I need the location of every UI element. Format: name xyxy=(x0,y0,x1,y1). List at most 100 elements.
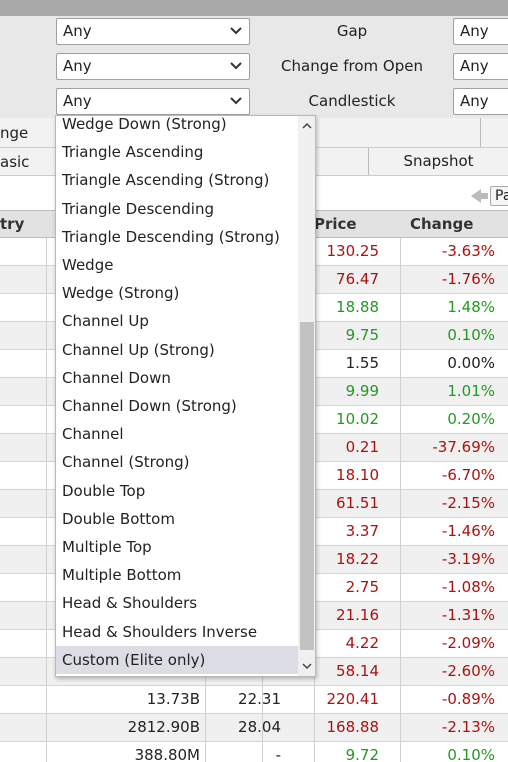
arrow-left-icon-tail xyxy=(480,193,488,199)
dropdown-options: Wedge Down (Strong) Triangle Ascending Tri… xyxy=(56,116,298,676)
column-divider xyxy=(46,266,47,293)
dropdown-scrollbar[interactable] xyxy=(298,116,315,676)
column-divider xyxy=(46,434,47,461)
dropdown-option[interactable]: Double Top xyxy=(62,481,146,500)
change-from-open-select-value: Any xyxy=(460,57,489,75)
column-divider xyxy=(205,714,206,741)
header-industry[interactable]: try xyxy=(0,215,25,233)
dropdown-option[interactable]: Channel Up (Strong) xyxy=(62,340,215,359)
cell-change: -2.13% xyxy=(441,718,495,736)
cell-change: -1.46% xyxy=(441,522,495,540)
dropdown-option[interactable]: Head & Shoulders xyxy=(62,594,198,613)
cell-change: -2.60% xyxy=(441,662,495,680)
dropdown-option[interactable]: Channel Down (Strong) xyxy=(62,397,237,415)
cell-market-cap: 2812.90B xyxy=(127,718,200,736)
cell-price: 168.88 xyxy=(326,718,380,736)
tab-basic[interactable]: asic xyxy=(0,153,30,171)
column-divider xyxy=(400,630,401,657)
scroll-up-icon[interactable] xyxy=(300,120,314,132)
dropdown-option[interactable]: Triangle Ascending xyxy=(62,143,204,162)
cell-change: -3.19% xyxy=(441,550,495,568)
column-divider xyxy=(46,602,47,629)
cell-change: 0.10% xyxy=(447,326,495,344)
cell-change: 0.00% xyxy=(447,354,495,372)
cell-pe: - xyxy=(275,746,281,762)
column-divider xyxy=(46,574,47,601)
cell-price: 58.14 xyxy=(336,662,379,680)
cell-change: -6.70% xyxy=(441,466,495,484)
table-row[interactable]: 388.80M - 9.72 0.10% xyxy=(0,742,508,762)
cell-price: 76.47 xyxy=(336,270,379,288)
tab-snapshot-label: Snapshot xyxy=(403,152,474,170)
tab-snapshot[interactable]: Snapshot xyxy=(368,148,508,175)
header-price[interactable]: Price xyxy=(314,215,357,233)
change-from-open-label: Change from Open xyxy=(281,57,423,75)
filter-select-row2[interactable]: Any xyxy=(56,53,250,80)
column-divider xyxy=(46,490,47,517)
dropdown-option[interactable]: Triangle Descending xyxy=(62,199,214,218)
column-divider xyxy=(400,462,401,489)
cell-price: 130.25 xyxy=(326,242,380,260)
header-change[interactable]: Change xyxy=(410,215,474,233)
filter-panel: Any Gap Any Any Change from Open Any Any… xyxy=(0,16,508,118)
filter-select-row3-value: Any xyxy=(63,92,92,110)
column-divider xyxy=(46,714,47,741)
dropdown-option[interactable]: Multiple Top xyxy=(62,538,152,556)
column-divider xyxy=(400,266,401,293)
column-divider xyxy=(400,518,401,545)
dropdown-option[interactable]: Channel Down xyxy=(62,368,171,387)
candlestick-label: Candlestick xyxy=(308,92,396,110)
cell-pe: 28.04 xyxy=(238,718,281,736)
dropdown-option[interactable]: Head & Shoulders Inverse xyxy=(62,622,258,641)
range-cell-divider xyxy=(480,118,481,147)
column-divider xyxy=(400,574,401,601)
cell-change: 1.01% xyxy=(447,382,495,400)
cell-price: 4.22 xyxy=(345,634,379,652)
dropdown-option[interactable]: Double Bottom xyxy=(62,509,175,528)
column-divider xyxy=(46,294,47,321)
cell-change: -1.31% xyxy=(441,606,495,624)
column-divider xyxy=(262,742,263,762)
column-divider xyxy=(400,602,401,629)
column-divider xyxy=(46,630,47,657)
arrow-left-icon[interactable] xyxy=(471,189,481,203)
dropdown-option[interactable]: Wedge xyxy=(62,256,114,274)
change-from-open-select[interactable]: Any xyxy=(453,53,508,80)
chevron-down-icon xyxy=(230,27,242,35)
cell-price: 220.41 xyxy=(326,690,380,708)
page-button[interactable]: Pa xyxy=(490,186,508,206)
column-divider xyxy=(400,434,401,461)
column-divider xyxy=(46,742,47,762)
cell-price: 3.37 xyxy=(345,522,379,540)
column-divider xyxy=(46,406,47,433)
scroll-down-icon[interactable] xyxy=(300,660,314,672)
dropdown-option[interactable]: Triangle Ascending (Strong) xyxy=(62,171,270,190)
cell-change: -0.89% xyxy=(441,690,495,708)
dropdown-option[interactable]: Channel xyxy=(62,425,124,444)
dropdown-option[interactable]: Channel (Strong) xyxy=(62,453,190,472)
candlestick-dropdown-list[interactable]: Wedge Down (Strong) Triangle Ascending Tri… xyxy=(55,115,316,677)
dropdown-option[interactable]: Triangle Descending (Strong) xyxy=(62,227,280,246)
filter-select-row1[interactable]: Any xyxy=(56,18,250,45)
dropdown-option[interactable]: Custom (Elite only) xyxy=(56,645,298,674)
dropdown-option[interactable]: Multiple Bottom xyxy=(62,566,182,585)
gap-select[interactable]: Any xyxy=(453,18,508,45)
dropdown-option[interactable]: Channel Up xyxy=(62,312,149,331)
table-row[interactable]: 2812.90B 28.04 168.88 -2.13% xyxy=(0,714,508,742)
dropdown-option[interactable]: Wedge Down (Strong) xyxy=(62,116,227,133)
filter-select-row3[interactable]: Any xyxy=(56,88,250,115)
column-divider xyxy=(400,350,401,377)
column-divider xyxy=(46,658,47,685)
table-row[interactable]: 13.73B 22.31 220.41 -0.89% xyxy=(0,686,508,714)
cell-change: 0.10% xyxy=(447,746,495,762)
cell-change: -37.69% xyxy=(432,438,495,456)
column-divider xyxy=(46,518,47,545)
scrollbar-thumb[interactable] xyxy=(300,322,314,650)
filter-select-row2-value: Any xyxy=(63,57,92,75)
cell-price: 0.21 xyxy=(345,438,379,456)
column-divider xyxy=(46,350,47,377)
candlestick-select[interactable]: Any xyxy=(453,88,508,115)
column-divider xyxy=(314,686,315,713)
dropdown-option[interactable]: Wedge (Strong) xyxy=(62,284,180,303)
column-divider xyxy=(46,378,47,405)
